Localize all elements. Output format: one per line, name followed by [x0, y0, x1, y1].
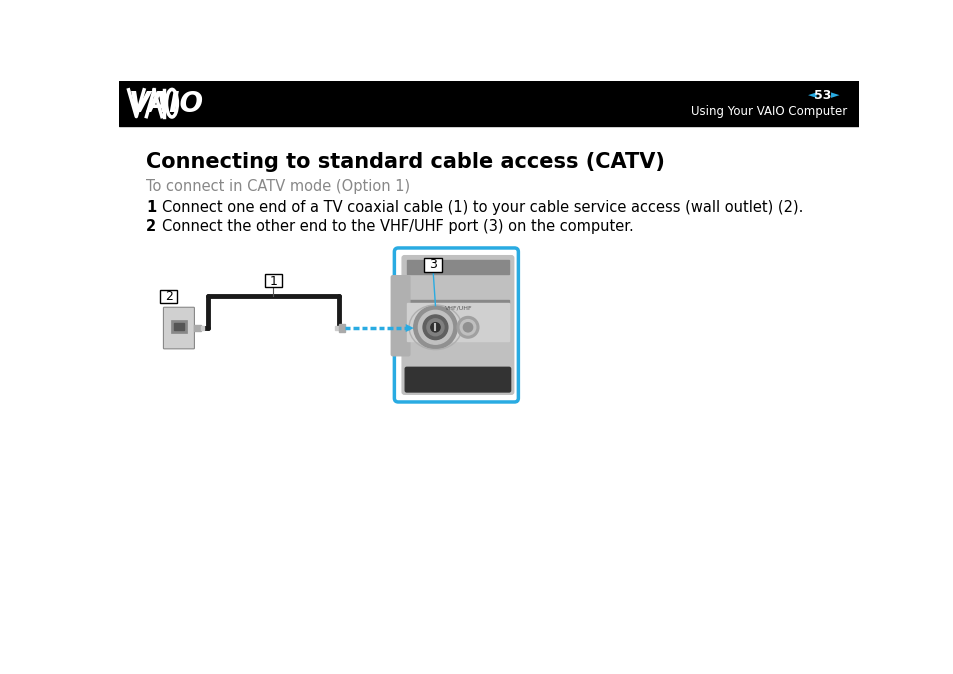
Text: 2: 2: [165, 290, 172, 303]
FancyBboxPatch shape: [163, 307, 194, 349]
Text: Connect the other end to the VHF/UHF port (3) on the computer.: Connect the other end to the VHF/UHF por…: [162, 220, 633, 235]
Bar: [194, 325, 200, 331]
Circle shape: [431, 323, 439, 332]
Circle shape: [427, 319, 443, 336]
Bar: [174, 323, 183, 330]
Text: Connect one end of a TV coaxial cable (1) to your cable service access (wall out: Connect one end of a TV coaxial cable (1…: [162, 200, 802, 215]
Text: 1: 1: [146, 200, 156, 215]
Text: 3: 3: [429, 258, 436, 272]
Bar: [406, 260, 509, 274]
Circle shape: [463, 323, 472, 332]
FancyBboxPatch shape: [391, 276, 410, 356]
Text: ►: ►: [830, 90, 839, 100]
Circle shape: [418, 310, 452, 344]
Text: ◄: ◄: [807, 90, 816, 100]
Text: 53: 53: [814, 89, 831, 102]
Text: To connect in CATV mode (Option 1): To connect in CATV mode (Option 1): [146, 179, 410, 194]
Text: Using Your VAIO Computer: Using Your VAIO Computer: [691, 104, 847, 118]
Circle shape: [414, 306, 456, 349]
Text: Connecting to standard cable access (CATV): Connecting to standard cable access (CAT…: [146, 152, 664, 172]
Text: VAIO: VAIO: [129, 90, 203, 118]
Bar: [406, 303, 509, 341]
Bar: [338, 324, 344, 332]
Text: VHF/UHF: VHF/UHF: [444, 305, 472, 311]
Circle shape: [422, 315, 447, 340]
FancyBboxPatch shape: [265, 274, 282, 287]
Bar: [119, 81, 858, 125]
FancyBboxPatch shape: [394, 248, 517, 402]
FancyBboxPatch shape: [160, 290, 177, 303]
Bar: [406, 301, 509, 303]
Text: 2: 2: [146, 220, 156, 235]
Bar: [171, 319, 187, 334]
FancyBboxPatch shape: [423, 258, 442, 272]
Text: 1: 1: [270, 274, 277, 288]
Circle shape: [459, 319, 476, 335]
Bar: [335, 326, 338, 330]
FancyBboxPatch shape: [405, 367, 510, 392]
FancyBboxPatch shape: [402, 255, 513, 394]
Circle shape: [456, 317, 478, 338]
Bar: [200, 326, 204, 330]
